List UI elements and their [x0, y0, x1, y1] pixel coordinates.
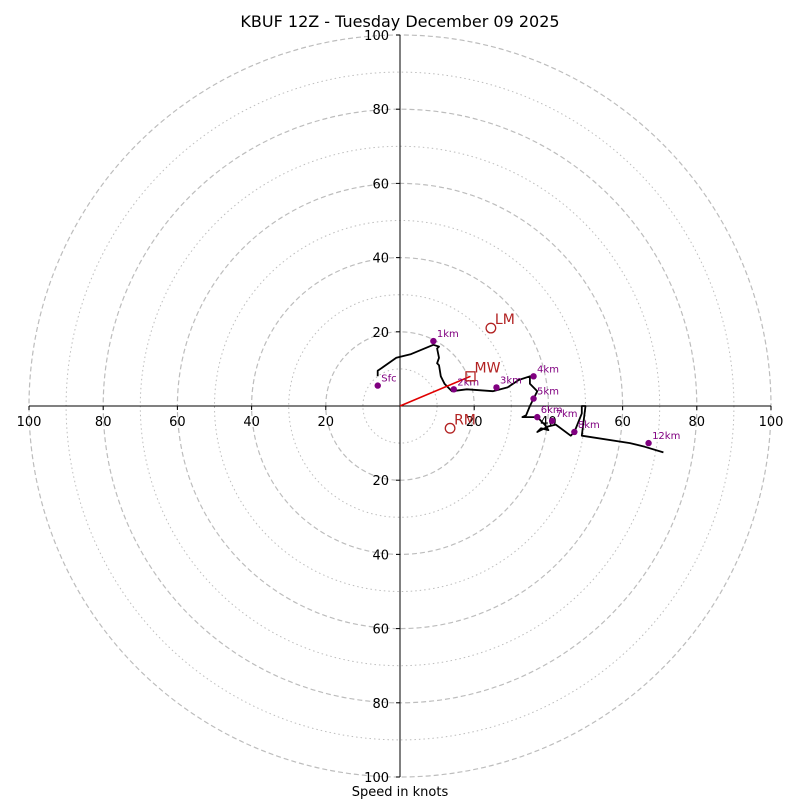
height-point-2km	[450, 386, 457, 393]
marker-rm	[444, 422, 456, 434]
y-tick-bottom-80: 80	[372, 697, 389, 712]
x-tick-right-60: 60	[614, 415, 631, 430]
height-label-1km: 1km	[437, 329, 459, 340]
height-label-5km: 5km	[537, 387, 559, 398]
x-tick-left-60: 60	[169, 415, 186, 430]
height-point-7km	[548, 417, 556, 425]
shear-vector-group	[399, 375, 471, 407]
wind-trace-line	[376, 343, 664, 454]
height-point-12km	[645, 439, 652, 447]
height-point-3km	[493, 384, 500, 391]
height-label-4km: 4km	[537, 364, 559, 375]
height-label-6km: 6km	[541, 405, 563, 416]
x-tick-left-80: 80	[95, 415, 112, 430]
marker-label-mw: MW	[474, 360, 500, 376]
height-label-8km: 8km	[578, 420, 600, 431]
x-tick-left-100: 100	[17, 415, 42, 430]
height-label-Sfc: Sfc	[381, 374, 396, 385]
storm-motion-markers: LM MW RM	[444, 312, 515, 434]
x-tick-left-20: 20	[318, 415, 335, 430]
y-tick-top-80: 80	[372, 103, 389, 118]
height-label-7km: 7km	[556, 409, 578, 420]
height-label-2km: 2km	[457, 377, 479, 388]
marker-lm	[485, 322, 497, 334]
shear-vector	[399, 375, 471, 407]
y-tick-bottom-40: 40	[372, 548, 389, 563]
y-tick-bottom-100: 100	[364, 771, 389, 786]
y-tick-top-20: 20	[372, 326, 389, 341]
tick-labels: 100 80 60 40 20 20 40 60 80 100100806040202040608…	[17, 29, 784, 786]
height-point-6km	[534, 413, 541, 421]
marker-label-rm: RM	[454, 412, 476, 428]
height-point-8km	[571, 428, 578, 436]
hodograph-trace	[376, 343, 664, 454]
height-label-12km: 12km	[652, 431, 680, 442]
marker-mw	[465, 371, 476, 382]
chart-title: KBUF 12Z - Tuesday December 09 2025	[240, 12, 559, 31]
x-tick-left-40: 40	[243, 415, 260, 430]
height-point-4km	[530, 373, 537, 380]
x-tick-right-80: 80	[689, 415, 706, 430]
marker-label-lm: LM	[495, 312, 515, 328]
y-tick-bottom-60: 60	[372, 623, 389, 638]
y-tick-top-40: 40	[372, 252, 389, 267]
x-tick-right-20: 20	[466, 415, 483, 430]
height-point-5km	[530, 395, 537, 402]
x-tick-right-100: 100	[759, 415, 784, 430]
height-point-1km	[430, 337, 437, 345]
height-point-Sfc	[374, 382, 381, 389]
y-tick-top-60: 60	[372, 177, 389, 192]
x-axis-label: Speed in knots	[352, 785, 449, 800]
y-tick-bottom-20: 20	[372, 474, 389, 489]
y-tick-top-100: 100	[364, 29, 389, 44]
height-label-3km: 3km	[500, 375, 522, 386]
